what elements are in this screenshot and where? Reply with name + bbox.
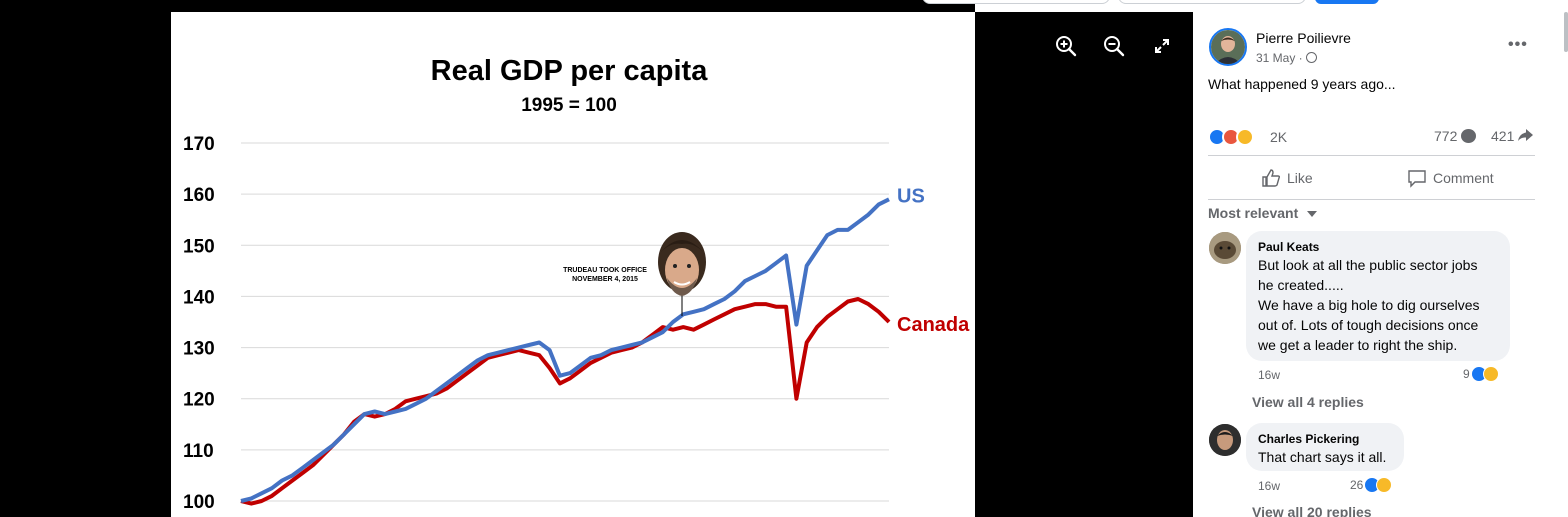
thumbs-up-icon: [1262, 169, 1281, 187]
series-line-us: [240, 197, 890, 503]
zoom-out-button[interactable]: [1100, 32, 1128, 60]
top-search-pill[interactable]: [922, 0, 1110, 4]
sort-label-text: Most relevant: [1208, 205, 1299, 221]
series-labels: Canada US: [897, 185, 970, 336]
comment-bubble: Charles Pickering That chart says it all…: [1246, 423, 1404, 471]
comment-time[interactable]: 16w: [1258, 479, 1281, 493]
commenter-avatar-image: [1209, 424, 1241, 456]
post-details-panel: Pierre Poilievre 31 May · ••• What happe…: [1193, 12, 1568, 517]
chart-subtitle: 1995 = 100: [521, 95, 617, 116]
top-action-button[interactable]: [1315, 0, 1379, 4]
expand-icon: [1155, 39, 1169, 53]
y-axis-ticks: 170 160 150 140 130 120 110 100: [183, 134, 215, 513]
y-tick-label: 110: [183, 441, 214, 462]
zoom-in-button[interactable]: [1052, 32, 1080, 60]
commenter-avatar-image: [1209, 232, 1241, 264]
like-button[interactable]: Like: [1261, 166, 1313, 190]
post-text: What happened 9 years ago...: [1208, 76, 1396, 92]
top-search-pill-2[interactable]: [1118, 0, 1306, 4]
comment-reaction-count: 26: [1350, 478, 1364, 492]
share-count[interactable]: 421: [1491, 128, 1534, 144]
post-date-text: 31 May ·: [1256, 51, 1307, 65]
panel-scrollbar[interactable]: [1564, 12, 1568, 52]
reaction-count[interactable]: 2K: [1270, 129, 1288, 145]
trudeau-annotation: TRUDEAU TOOK OFFICE NOVEMBER 4, 2015: [563, 232, 706, 316]
divider-bottom: [1208, 199, 1535, 200]
author-avatar-image: [1211, 30, 1245, 64]
comment-reaction-count: 9: [1463, 367, 1470, 381]
author-avatar[interactable]: [1209, 28, 1247, 66]
caret-down-icon: [1307, 211, 1318, 217]
series-label-canada: Canada: [897, 314, 970, 336]
gdp-chart: Real GDP per capita 1995 = 100 170 160 150…: [183, 55, 970, 513]
series-line-canada: [240, 297, 891, 506]
chart-grid: [241, 142, 889, 502]
like-button-label: Like: [1287, 170, 1313, 186]
series-label-us: US: [897, 185, 925, 207]
comment-bubble-icon: [1408, 170, 1426, 188]
comment-line: out of. Lots of tough decisions once: [1258, 317, 1479, 333]
comment-line: we get a leader to right the ship.: [1258, 337, 1458, 353]
y-tick-label: 100: [183, 492, 215, 513]
view-replies-link[interactable]: View all 20 replies: [1252, 504, 1372, 517]
y-tick-label: 130: [183, 339, 215, 360]
share-icon: [1518, 129, 1534, 141]
chart-series: [240, 197, 891, 506]
y-tick-label: 140: [183, 287, 215, 308]
comment-bubble: Paul Keats But look at all the public se…: [1246, 231, 1510, 361]
haha-reaction-icon: [1482, 366, 1499, 382]
zoom-out-icon: [1104, 36, 1125, 57]
comment-time[interactable]: 16w: [1258, 368, 1281, 382]
y-tick-label: 120: [183, 390, 215, 411]
comment-sort-dropdown[interactable]: Most relevant: [1208, 205, 1318, 221]
comment-author[interactable]: Paul Keats: [1258, 240, 1320, 254]
comment-button[interactable]: Comment: [1407, 166, 1494, 190]
haha-reaction-icon: [1376, 477, 1393, 493]
comment-reactions[interactable]: 26: [1350, 477, 1393, 493]
annotation-line-1: TRUDEAU TOOK OFFICE: [563, 267, 647, 274]
zoom-in-icon: [1056, 36, 1077, 57]
post-photo: Real GDP per capita 1995 = 100 170 160 150…: [171, 12, 975, 517]
comment-line: We have a big hole to dig ourselves: [1258, 297, 1480, 313]
comment-line: That chart says it all.: [1258, 449, 1387, 465]
share-count-text: 421: [1491, 128, 1515, 144]
y-tick-label: 170: [183, 134, 215, 155]
chart-title: Real GDP per capita: [431, 55, 709, 87]
comment-line: he created.....: [1258, 277, 1344, 293]
sad-reaction-icon[interactable]: [1236, 128, 1254, 146]
author-name[interactable]: Pierre Poilievre: [1256, 30, 1351, 46]
commenter-avatar[interactable]: [1209, 232, 1241, 264]
post-date[interactable]: 31 May ·: [1256, 51, 1318, 65]
reactions-summary: 2K 772 421: [1208, 126, 1538, 146]
more-options-button[interactable]: •••: [1508, 36, 1528, 53]
comment-button-label: Comment: [1433, 170, 1494, 186]
comment-icon: [1461, 129, 1477, 143]
comment-count[interactable]: 772: [1434, 128, 1477, 144]
globe-icon: [1306, 52, 1318, 63]
divider-top: [1208, 155, 1535, 156]
fullscreen-button[interactable]: [1148, 32, 1176, 60]
comment-reactions[interactable]: 9: [1463, 366, 1499, 382]
view-replies-link[interactable]: View all 4 replies: [1252, 394, 1364, 410]
comment-line: But look at all the public sector jobs: [1258, 257, 1478, 273]
commenter-avatar[interactable]: [1209, 424, 1241, 456]
y-tick-label: 160: [183, 185, 215, 206]
comment-count-text: 772: [1434, 128, 1458, 144]
face-icon: [658, 232, 706, 296]
annotation-line-2: NOVEMBER 4, 2015: [572, 276, 638, 283]
y-tick-label: 150: [183, 236, 215, 257]
comment-author[interactable]: Charles Pickering: [1258, 432, 1360, 446]
